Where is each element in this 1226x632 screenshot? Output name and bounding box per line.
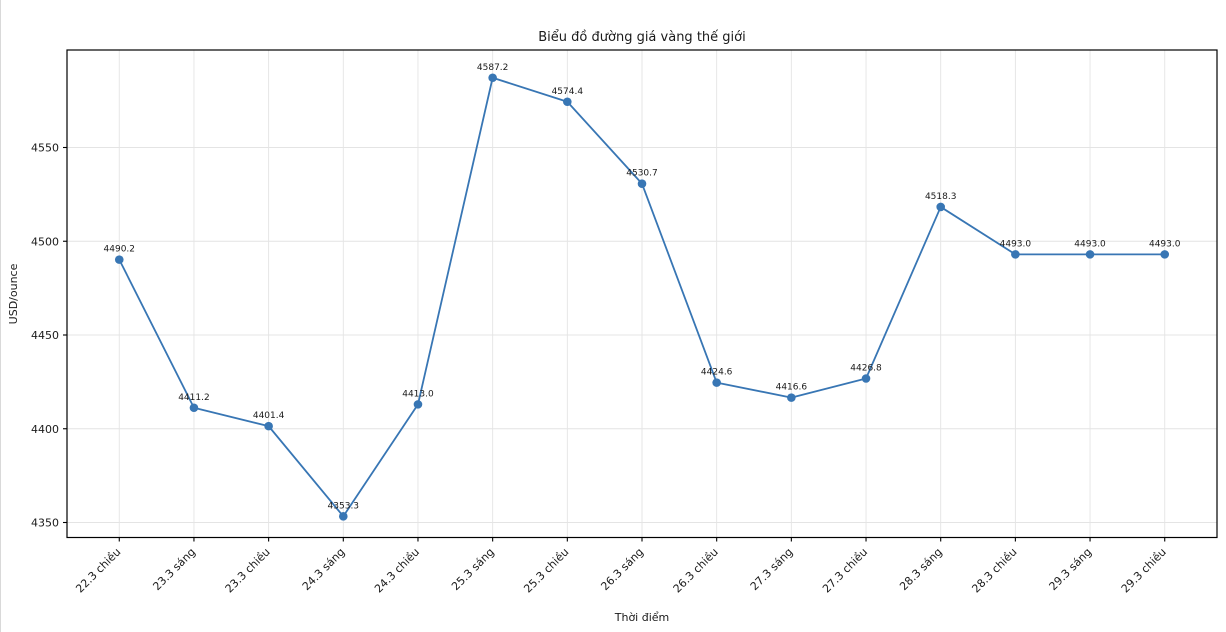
x-tick-label: 23.3 chiều <box>223 545 273 595</box>
data-point-marker <box>1160 250 1170 259</box>
x-tick-label: 25.3 chiều <box>521 545 571 595</box>
y-tick-label: 4500 <box>31 235 59 248</box>
data-point-label: 4413.0 <box>402 389 434 399</box>
x-tick-label: 23.3 sáng <box>150 545 198 593</box>
y-tick-label: 4450 <box>31 329 59 342</box>
x-tick-label: 24.3 chiều <box>372 545 422 595</box>
x-tick-label: 26.3 chiều <box>671 545 721 595</box>
x-tick-label: 25.3 sáng <box>449 545 497 593</box>
data-point-label: 4587.2 <box>477 63 509 73</box>
y-axis-label: USD/ounce <box>7 263 20 324</box>
price-line-series: 4490.2 4411.2 4401.4 4353.3 4413.0 4587.2 4574… <box>104 63 1181 521</box>
x-tick-label: 28.3 chiều <box>969 545 1019 595</box>
data-point-label: 4353.3 <box>328 501 360 511</box>
data-point-label: 4574.4 <box>552 87 584 97</box>
plot-border <box>66 49 1218 539</box>
data-point-label: 4401.4 <box>253 411 285 421</box>
data-point-marker <box>264 421 273 431</box>
data-point-marker <box>563 97 572 107</box>
data-point-marker <box>1011 250 1020 259</box>
data-point-marker <box>861 374 871 383</box>
data-point-label: 4493.0 <box>1074 239 1106 249</box>
y-tick-label: 4550 <box>31 142 59 155</box>
data-point-label: 4426.8 <box>850 364 882 374</box>
data-point-label: 4411.2 <box>178 393 210 403</box>
data-point-label: 4490.2 <box>104 245 136 255</box>
data-point-marker <box>936 202 946 212</box>
data-point-label: 4493.0 <box>1000 239 1032 249</box>
x-tick-label: 24.3 sáng <box>300 545 348 593</box>
data-point-marker <box>338 512 348 521</box>
x-tick-label: 29.3 sáng <box>1046 545 1094 593</box>
data-point-label: 4530.7 <box>626 169 658 179</box>
axes: 4350 4400 4450 4500 4550 22.3 chiều 23.3 sáng 2… <box>31 49 1218 596</box>
chart-title: Biểu đồ đường giá vàng thế giới <box>538 30 745 45</box>
data-point-label: 4416.6 <box>776 383 808 393</box>
data-point-marker <box>1085 250 1095 259</box>
x-tick-label: 29.3 chiều <box>1119 545 1169 595</box>
x-tick-label: 28.3 sáng <box>897 545 945 593</box>
data-point-marker <box>712 378 721 387</box>
data-point-marker <box>787 393 796 402</box>
data-point-label: 4518.3 <box>925 192 957 202</box>
x-axis-label: Thời điểm <box>614 611 670 624</box>
data-point-marker <box>413 400 423 409</box>
x-tick-label: 27.3 sáng <box>748 545 796 593</box>
data-point-label: 4493.0 <box>1149 239 1181 249</box>
gridlines <box>67 50 1217 538</box>
x-tick-label: 27.3 chiều <box>820 545 870 595</box>
data-point-marker <box>189 403 199 413</box>
data-point-marker <box>637 179 647 188</box>
x-tick-label: 22.3 chiều <box>73 545 123 595</box>
y-tick-label: 4350 <box>31 517 59 530</box>
x-tick-label: 26.3 sáng <box>598 545 646 593</box>
data-point-marker <box>488 73 497 83</box>
data-point-label: 4424.6 <box>701 368 733 378</box>
data-point-marker <box>114 255 124 264</box>
y-tick-label: 4400 <box>31 423 59 436</box>
